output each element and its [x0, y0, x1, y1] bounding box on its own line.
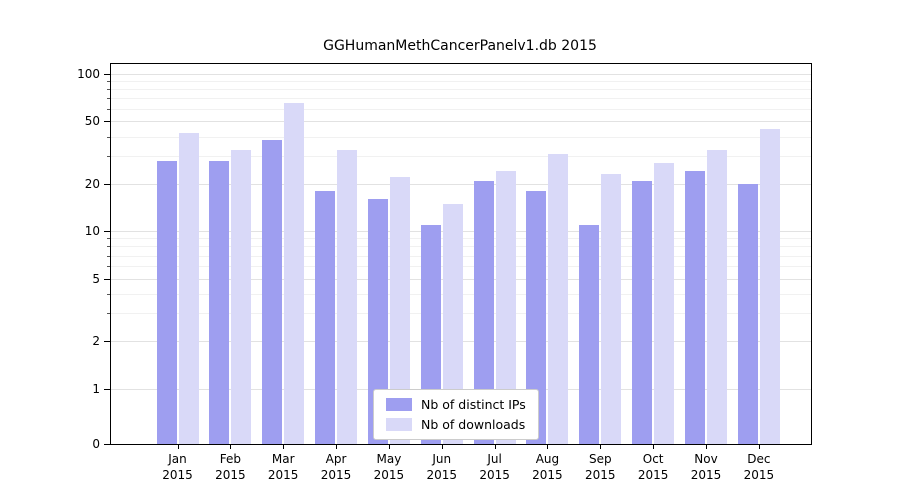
x-tick-label-mar: Mar 2015 [267, 452, 299, 482]
bar-downloads-dec [759, 128, 780, 444]
bar-distinct-ips-nov [685, 171, 705, 444]
bar-downloads-jan [178, 133, 199, 444]
bar-downloads-jul [495, 171, 516, 444]
gridline [111, 98, 811, 100]
y-tick-label-2: 2 [92, 334, 100, 349]
plot-area: Nb of distinct IPs Nb of downloads [110, 63, 812, 445]
x-tick-mark [441, 445, 443, 449]
x-tick-label-aug: Aug 2015 [532, 452, 563, 482]
legend-item-downloads: Nb of downloads [386, 417, 526, 432]
bar-distinct-ips-jul [473, 180, 494, 444]
bar-distinct-ips-feb [209, 160, 230, 444]
bar-downloads-oct [654, 163, 675, 444]
y-tick-mark [104, 183, 110, 185]
y-minor-tick-mark [107, 98, 110, 100]
bar-downloads-may [389, 177, 410, 444]
bar-downloads-sep [601, 174, 622, 444]
legend-label-downloads: Nb of downloads [421, 417, 526, 432]
x-tick-mark [653, 445, 655, 449]
bar-downloads-aug [548, 153, 569, 444]
bar-distinct-ips-may [367, 199, 388, 444]
x-tick-mark [177, 445, 179, 449]
y-tick-label-5: 5 [92, 271, 100, 286]
bar-downloads-mar [284, 103, 305, 444]
y-minor-tick-mark [107, 266, 110, 268]
x-tick-label-nov: Nov 2015 [690, 452, 722, 482]
y-minor-tick-mark [107, 89, 110, 91]
y-tick-mark [104, 121, 110, 123]
gridline [111, 81, 811, 83]
bar-downloads-feb [231, 149, 252, 444]
gridline [111, 121, 811, 123]
gridline [111, 136, 811, 138]
y-tick-mark [104, 74, 110, 75]
x-tick-mark [547, 445, 549, 449]
chart-title: GGHumanMethCancerPanelv1.db 2015 [323, 38, 597, 54]
bar-distinct-ips-jan [156, 160, 177, 444]
y-tick-mark [104, 278, 110, 280]
y-tick-label-10: 10 [84, 224, 100, 239]
y-tick-mark [104, 341, 110, 343]
y-tick-label-100: 100 [77, 67, 100, 81]
gridline [111, 74, 811, 75]
y-minor-tick-mark [107, 156, 110, 158]
gridline [111, 183, 811, 185]
x-tick-label-jun: Jun 2015 [426, 452, 458, 482]
x-tick-mark [388, 445, 390, 449]
x-tick-mark [706, 445, 707, 449]
gridline [111, 108, 811, 110]
y-minor-tick-mark [107, 293, 110, 295]
x-tick-label-may: May 2015 [373, 452, 405, 482]
y-minor-tick-mark [107, 313, 110, 315]
bar-distinct-ips-aug [526, 191, 547, 444]
y-tick-mark [104, 444, 110, 445]
y-tick-label-0: 0 [92, 437, 100, 451]
x-tick-label-jul: Jul 2015 [479, 452, 510, 482]
y-tick-label-50: 50 [84, 114, 100, 129]
bar-downloads-jun [442, 203, 463, 444]
y-minor-tick-mark [107, 108, 110, 110]
bar-downloads-apr [337, 149, 358, 444]
legend-swatch-distinct-ips [386, 398, 412, 411]
x-tick-mark [336, 445, 338, 449]
x-tick-label-jan: Jan 2015 [162, 452, 193, 482]
y-tick-mark [104, 231, 110, 233]
x-tick-mark [758, 445, 760, 449]
y-tick-label-1: 1 [92, 381, 100, 396]
legend-swatch-downloads [386, 418, 412, 431]
x-tick-label-feb: Feb 2015 [215, 452, 246, 482]
gridline [111, 156, 811, 158]
bar-distinct-ips-sep [579, 224, 600, 444]
x-tick-label-apr: Apr 2015 [320, 452, 352, 482]
y-minor-tick-mark [107, 238, 110, 240]
y-tick-label-20: 20 [84, 176, 100, 191]
legend-item-distinct-ips: Nb of distinct IPs [386, 397, 526, 412]
bar-distinct-ips-mar [262, 140, 283, 444]
y-minor-tick-mark [107, 246, 110, 248]
y-minor-tick-mark [107, 136, 110, 138]
x-tick-mark [494, 445, 496, 449]
legend-label-distinct-ips: Nb of distinct IPs [421, 397, 526, 412]
gridline [111, 89, 811, 91]
x-tick-label-oct: Oct 2015 [637, 452, 669, 482]
bar-distinct-ips-apr [315, 191, 336, 444]
y-minor-tick-mark [107, 81, 110, 83]
bar-distinct-ips-dec [737, 183, 758, 444]
x-tick-label-dec: Dec 2015 [743, 452, 775, 482]
x-tick-label-sep: Sep 2015 [585, 452, 616, 482]
x-tick-mark [283, 445, 285, 449]
x-tick-mark [230, 445, 232, 449]
y-minor-tick-mark [107, 255, 110, 257]
y-tick-mark [104, 388, 110, 390]
x-tick-mark [600, 445, 602, 449]
legend: Nb of distinct IPs Nb of downloads [373, 389, 539, 440]
bar-distinct-ips-oct [632, 180, 653, 444]
bar-downloads-nov [707, 149, 727, 444]
